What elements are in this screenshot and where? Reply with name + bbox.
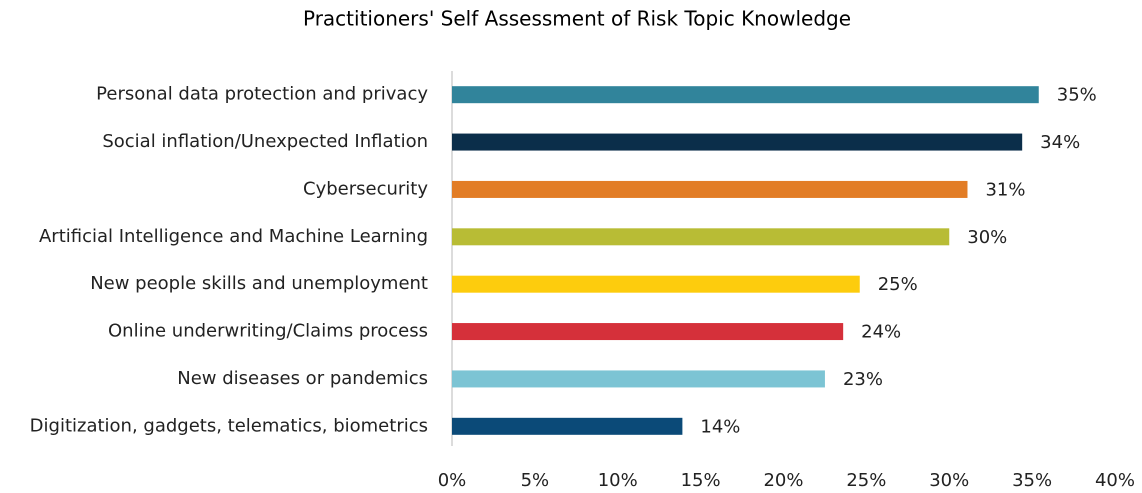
data-label: 23% bbox=[843, 369, 883, 390]
x-tick-label: 0% bbox=[438, 470, 467, 491]
x-tick-label: 15% bbox=[681, 470, 721, 491]
x-tick-label: 30% bbox=[929, 470, 969, 491]
x-tick-label: 40% bbox=[1095, 470, 1135, 491]
bar bbox=[452, 133, 1023, 151]
bar bbox=[452, 370, 825, 388]
y-tick-label: Digitization, gadgets, telematics, biome… bbox=[30, 415, 428, 436]
x-tick-label: 35% bbox=[1012, 470, 1052, 491]
y-tick-label: Social inflation/Unexpected Inflation bbox=[102, 131, 428, 152]
data-label: 35% bbox=[1057, 85, 1097, 106]
bar bbox=[452, 228, 950, 246]
bar bbox=[452, 275, 860, 293]
data-label: 25% bbox=[878, 274, 918, 295]
y-tick-label: New people skills and unemployment bbox=[90, 273, 428, 294]
y-tick-label: New diseases or pandemics bbox=[177, 368, 428, 389]
data-label: 30% bbox=[967, 227, 1007, 248]
bar bbox=[452, 323, 844, 341]
data-label: 31% bbox=[985, 179, 1025, 200]
x-tick-label: 10% bbox=[598, 470, 638, 491]
bar bbox=[452, 417, 683, 435]
y-tick-label: Artificial Intelligence and Machine Lear… bbox=[39, 226, 428, 247]
x-tick-label: 5% bbox=[521, 470, 550, 491]
x-tick-label: 25% bbox=[846, 470, 886, 491]
data-label: 24% bbox=[861, 322, 901, 343]
chart-title: Practitioners' Self Assessment of Risk T… bbox=[303, 7, 851, 31]
data-label: 14% bbox=[700, 416, 740, 437]
data-label: 34% bbox=[1040, 132, 1080, 153]
x-tick-label: 20% bbox=[763, 470, 803, 491]
y-tick-label: Cybersecurity bbox=[303, 178, 428, 199]
bar bbox=[452, 86, 1039, 104]
y-tick-label: Online underwriting/Claims process bbox=[108, 321, 428, 342]
bar bbox=[452, 180, 968, 198]
y-tick-label: Personal data protection and privacy bbox=[96, 84, 428, 105]
